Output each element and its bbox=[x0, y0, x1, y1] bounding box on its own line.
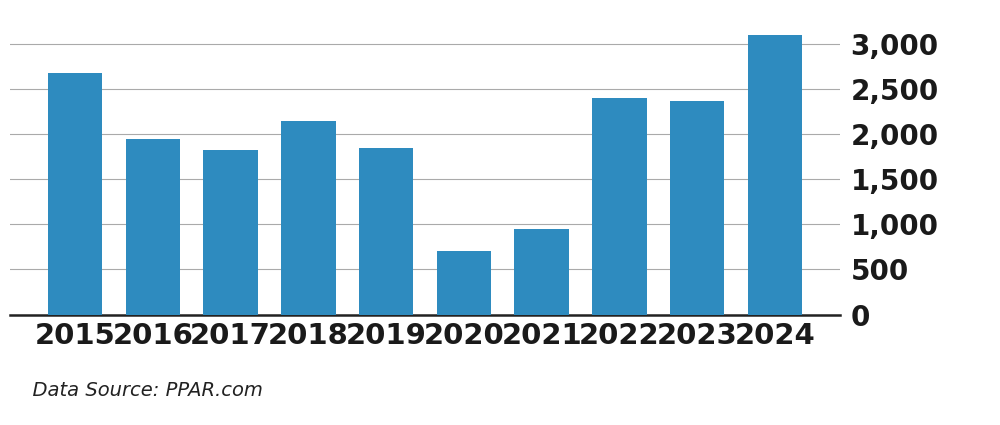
Bar bbox=[592, 98, 647, 314]
Bar bbox=[437, 252, 491, 314]
Bar bbox=[514, 229, 569, 314]
Bar bbox=[281, 121, 336, 314]
Bar bbox=[126, 139, 180, 314]
Bar bbox=[359, 148, 413, 314]
Bar bbox=[203, 150, 258, 314]
Bar bbox=[748, 35, 802, 315]
Text: NOV. 2024: NOV. 2024 bbox=[688, 361, 897, 395]
Bar bbox=[670, 101, 724, 314]
Bar bbox=[48, 73, 102, 314]
Text: Data Source: PPAR.com: Data Source: PPAR.com bbox=[20, 380, 263, 400]
